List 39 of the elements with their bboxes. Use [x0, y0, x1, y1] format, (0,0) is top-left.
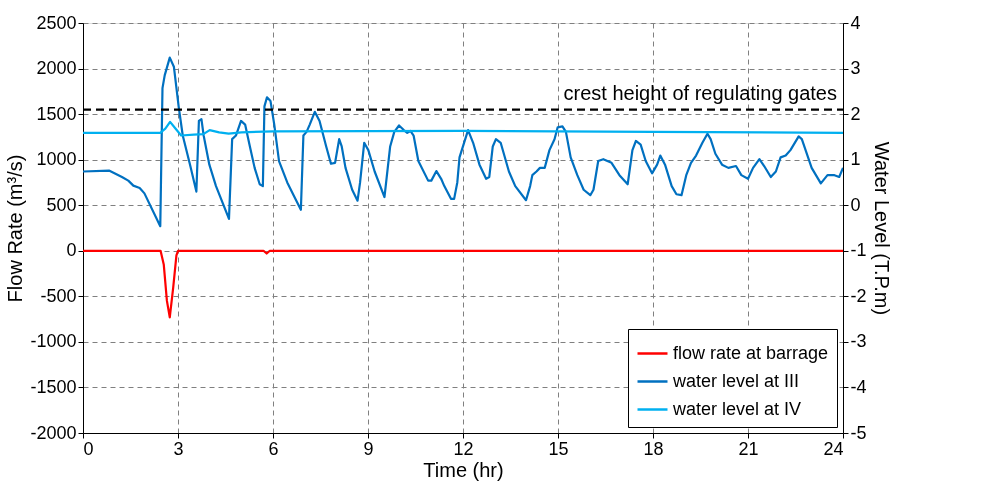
line-series	[83, 249, 843, 319]
y2-tick-label: -2	[850, 285, 867, 306]
y2-tick-label: 2	[850, 103, 861, 124]
y-tick-label: 2500	[36, 12, 77, 33]
y-tick-label: 500	[46, 194, 77, 215]
y2-tick-label: 3	[850, 58, 861, 79]
y-tick-label: -1500	[30, 376, 77, 397]
y-tick-label: 2000	[36, 58, 77, 79]
y-tick-label: 0	[66, 240, 77, 261]
legend-label: water level at III	[672, 370, 800, 391]
y2-tick-label: 1	[850, 149, 861, 170]
line-series	[83, 56, 843, 228]
x-tick-label: 0	[83, 438, 94, 459]
y-tick-label: 1000	[36, 149, 77, 170]
y-axis-title: Flow Rate (m³/s)	[4, 154, 27, 303]
y-tick-label: -500	[40, 285, 77, 306]
x-tick-label: 3	[173, 438, 184, 459]
x-tick-label: 15	[548, 438, 569, 459]
line-series	[83, 120, 843, 137]
y2-axis-title: Water Level (T.P.m)	[870, 141, 893, 316]
x-tick-label: 9	[363, 438, 374, 459]
legend-label: water level at IV	[672, 398, 802, 419]
y2-tick-label: 4	[850, 12, 861, 33]
x-tick-label: 18	[643, 438, 664, 459]
x-tick-label: 6	[268, 438, 279, 459]
y2-tick-label: -1	[850, 240, 867, 261]
x-tick-label: 12	[453, 438, 474, 459]
y2-tick-label: -5	[850, 422, 867, 443]
y-tick-label: -1000	[30, 331, 77, 352]
x-axis-title: Time (hr)	[423, 458, 504, 481]
y-tick-label: -2000	[30, 422, 77, 443]
y2-tick-label: 0	[850, 194, 861, 215]
legend-label: flow rate at barrage	[673, 342, 829, 363]
y2-tick-label: -3	[850, 331, 867, 352]
y-tick-label: 1500	[36, 103, 77, 124]
x-tick-label: 21	[738, 438, 759, 459]
x-tick-label: 24	[823, 438, 844, 459]
y2-tick-label: -4	[850, 376, 867, 397]
ref-line-label: crest height of regulating gates	[563, 81, 837, 104]
